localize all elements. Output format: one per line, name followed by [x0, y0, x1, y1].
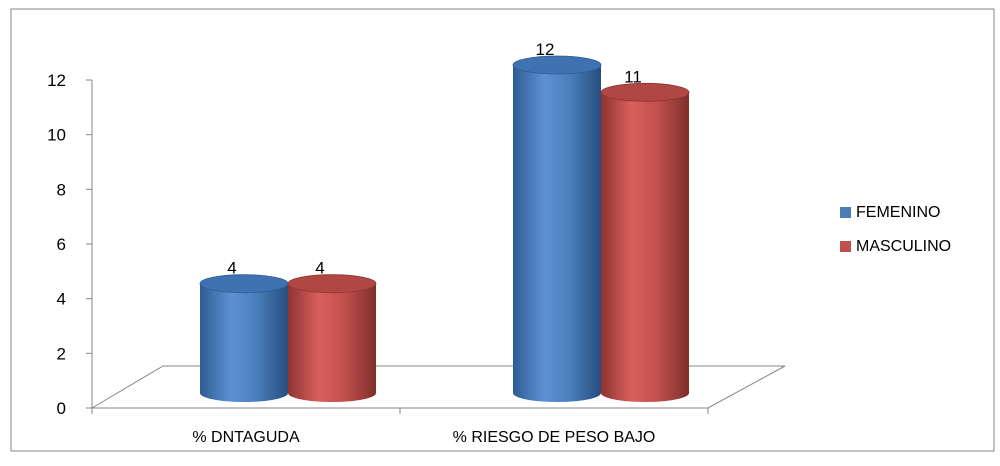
data-label: 4 [315, 259, 324, 278]
bar-masculino-0: 4 [287, 259, 377, 402]
bar-femenino-0: 4 [199, 259, 289, 402]
y-tick-label: 0 [57, 399, 66, 418]
legend-swatch [840, 241, 851, 252]
bar-cap [199, 274, 289, 294]
bar-body [200, 283, 288, 402]
chart-border [10, 8, 995, 452]
x-category-label: % DNTAGUDA [192, 429, 300, 446]
bar-cap [600, 82, 690, 102]
y-tick-label: 8 [57, 180, 66, 199]
y-tick-label: 12 [47, 71, 66, 90]
data-label: 4 [227, 259, 236, 278]
bar-cap [287, 274, 377, 294]
y-tick-label: 2 [57, 344, 66, 363]
bar-masculino-1: 11 [600, 67, 690, 402]
legend-label: MASCULINO [856, 238, 951, 255]
legend-label: FEMENINO [856, 204, 940, 221]
y-tick-label: 4 [57, 290, 66, 309]
y-tick-label: 6 [57, 235, 66, 254]
bar-body [601, 92, 689, 402]
bar-cap [512, 55, 602, 75]
legend-swatch [840, 207, 851, 218]
y-axis-ticks: 0 2 4 6 8 10 12 [47, 71, 92, 418]
bars: 4 4 12 11 [199, 40, 690, 402]
chart-floor [90, 365, 786, 409]
data-label: 11 [624, 67, 642, 86]
bar-body [513, 65, 601, 402]
x-axis-categories: % DNTAGUDA % RIESGO DE PESO BAJO [91, 408, 709, 446]
data-label: 12 [536, 40, 555, 59]
bar-femenino-1: 12 [512, 40, 602, 402]
x-category-label: % RIESGO DE PESO BAJO [453, 429, 656, 446]
bar-body [288, 283, 376, 402]
legend: FEMENINO MASCULINO [840, 204, 951, 255]
y-tick-label: 10 [47, 126, 66, 145]
